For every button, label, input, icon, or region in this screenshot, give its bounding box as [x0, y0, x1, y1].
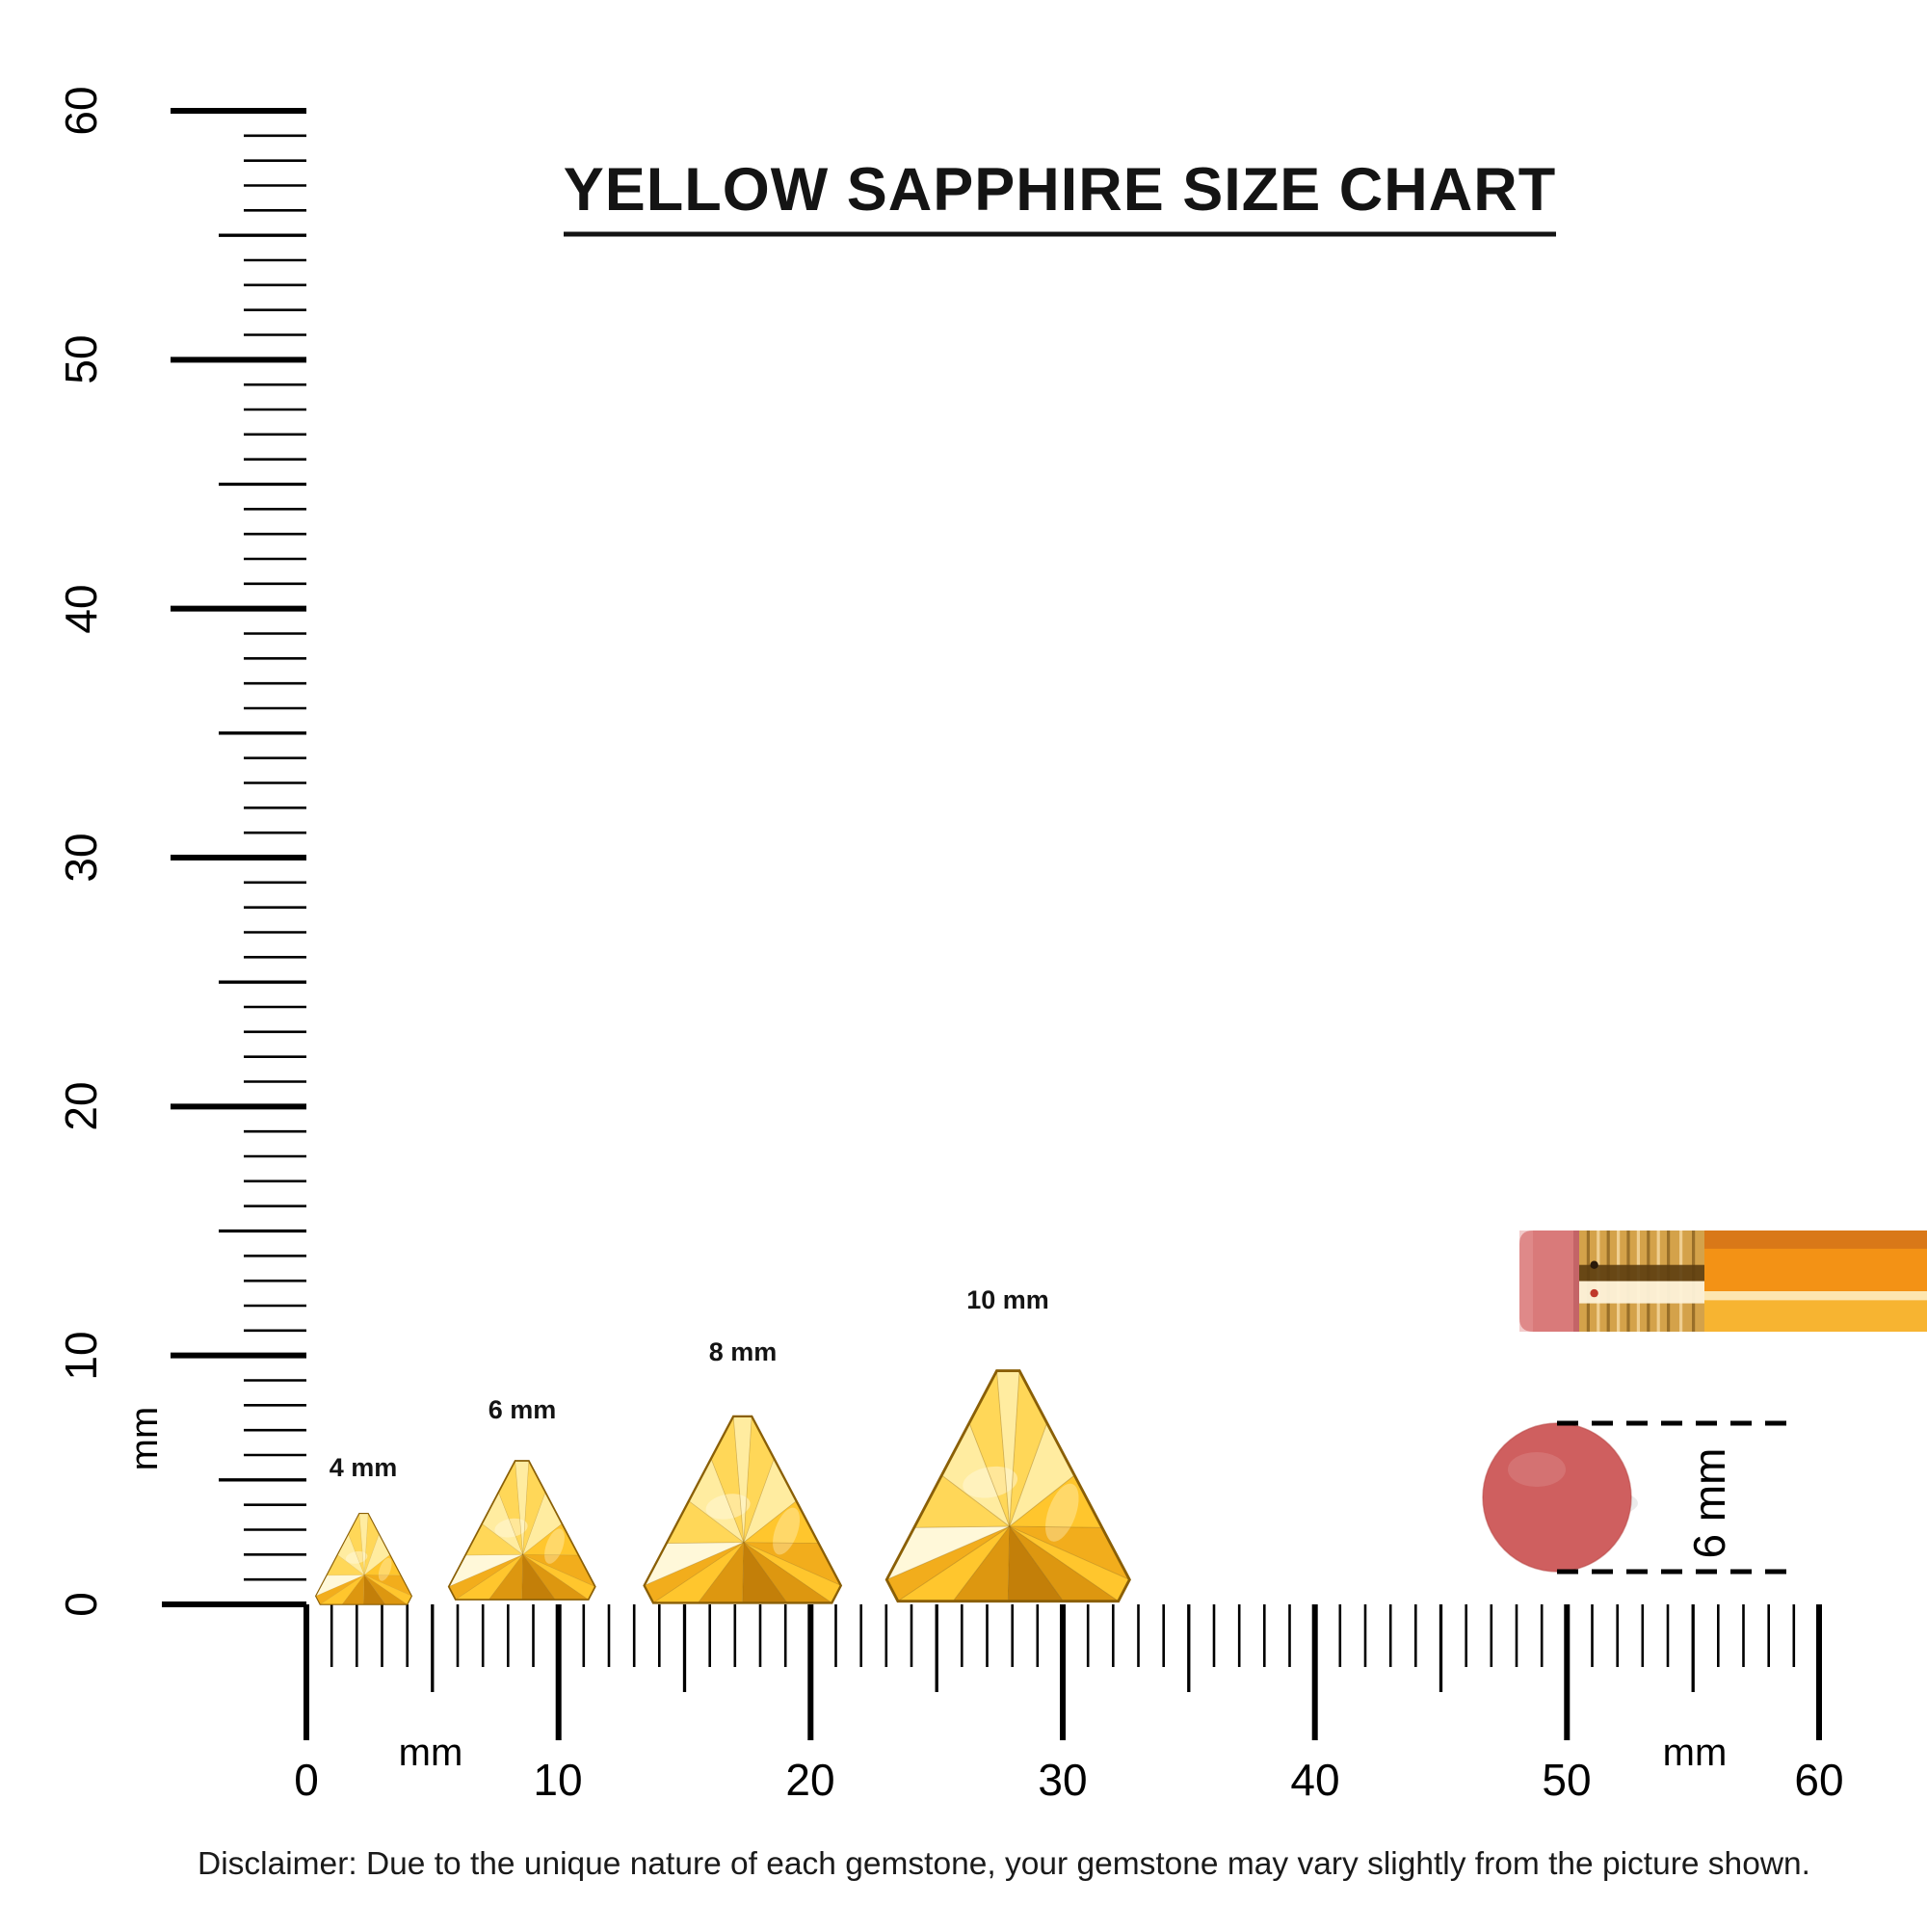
svg-text:10: 10	[56, 1331, 106, 1380]
svg-text:mm: mm	[399, 1732, 463, 1774]
svg-text:10: 10	[533, 1755, 582, 1805]
svg-text:30: 30	[1038, 1755, 1087, 1805]
svg-text:8 mm: 8 mm	[709, 1337, 778, 1366]
svg-text:YELLOW SAPPHIRE SIZE CHART: YELLOW SAPPHIRE SIZE CHART	[564, 156, 1557, 224]
svg-text:50: 50	[56, 334, 106, 384]
svg-text:Disclaimer: Due to the unique: Disclaimer: Due to the unique nature of …	[198, 1846, 1810, 1882]
svg-text:6 mm: 6 mm	[488, 1395, 557, 1424]
svg-text:40: 40	[56, 584, 106, 633]
svg-text:mm: mm	[1663, 1732, 1728, 1774]
svg-text:0: 0	[56, 1592, 106, 1617]
svg-text:60: 60	[56, 86, 106, 135]
svg-text:60: 60	[1794, 1755, 1843, 1805]
svg-text:50: 50	[1542, 1755, 1591, 1805]
svg-text:30: 30	[56, 833, 106, 882]
svg-text:6 mm: 6 mm	[1684, 1448, 1734, 1559]
svg-text:20: 20	[56, 1081, 106, 1130]
svg-text:20: 20	[785, 1755, 834, 1805]
svg-text:40: 40	[1290, 1755, 1339, 1805]
svg-text:10 mm: 10 mm	[966, 1285, 1049, 1314]
svg-text:mm: mm	[123, 1407, 166, 1471]
svg-text:0: 0	[294, 1755, 319, 1805]
svg-text:4 mm: 4 mm	[330, 1453, 398, 1482]
